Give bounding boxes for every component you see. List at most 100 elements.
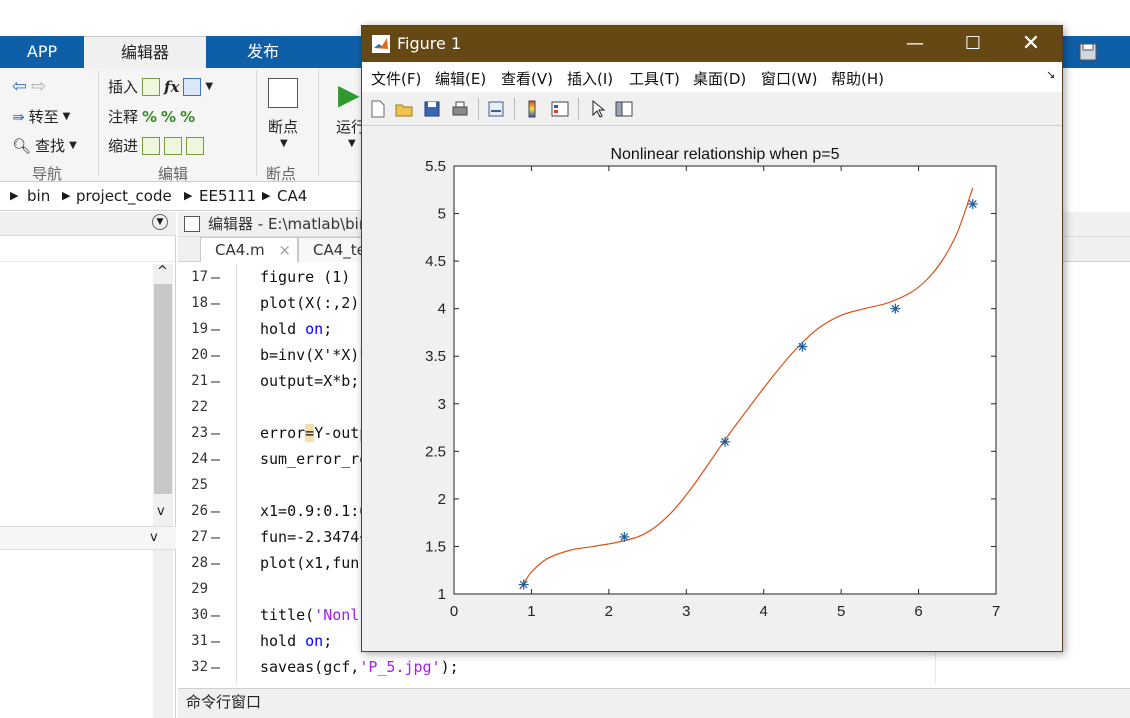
smart-indent-icon[interactable]	[142, 136, 161, 155]
scroll-down-icon[interactable]: v	[157, 504, 165, 519]
breakpoint-marker[interactable]: —	[211, 450, 221, 468]
insert-button[interactable]: 插入 fx ▼	[108, 76, 213, 97]
tab-editor[interactable]: 编辑器	[84, 36, 206, 68]
close-icon[interactable]: ×	[278, 241, 291, 259]
code-line[interactable]: 31— hold on;	[178, 628, 936, 654]
comment-icon[interactable]: %	[142, 107, 158, 126]
code-line[interactable]: 32— saveas(gcf,'P_5.jpg');	[178, 654, 936, 680]
panel-menu-icon[interactable]: ▼	[152, 214, 168, 230]
save-icon[interactable]	[1062, 36, 1130, 68]
code-line[interactable]: 17— figure (1)	[178, 264, 936, 290]
breakpoint-marker[interactable]: —	[211, 268, 221, 286]
string-literal: 'Nonl	[314, 606, 360, 624]
find-button[interactable]: 🔍︎ 查找 ▼	[12, 135, 77, 156]
code-line[interactable]: 26— x1=0.9:0.1:6	[178, 498, 936, 524]
code-line[interactable]: 20— b=inv(X'*X)*	[178, 342, 936, 368]
code-line[interactable]: 18— plot(X(:,2),	[178, 290, 936, 316]
link-plot-icon[interactable]	[486, 99, 506, 119]
legend-icon[interactable]	[550, 99, 570, 119]
code-line[interactable]: 27— fun=-2.3474+	[178, 524, 936, 550]
uncomment-icon[interactable]: %	[161, 107, 177, 126]
chevron-down-icon[interactable]: ▼	[348, 138, 356, 149]
menu-file[interactable]: 文件(F)	[371, 70, 422, 88]
dock-arrow-icon[interactable]: ↘	[1046, 68, 1056, 81]
breakpoint-marker[interactable]: —	[211, 632, 221, 650]
breakpoint-marker[interactable]: —	[211, 606, 221, 624]
breadcrumb-item[interactable]: bin	[27, 187, 51, 205]
open-file-icon[interactable]	[394, 99, 414, 119]
breakpoint-marker[interactable]: —	[211, 372, 221, 390]
forward-arrow-icon[interactable]: ⇨	[31, 76, 47, 97]
chevron-down-icon[interactable]: ▼	[280, 138, 288, 149]
goto-button[interactable]: ⇛ 转至 ▼	[12, 106, 70, 127]
back-arrow-icon[interactable]: ⇦	[12, 76, 28, 97]
breakpoint-marker[interactable]: —	[211, 424, 221, 442]
code-line[interactable]: 24— sum_error_re	[178, 446, 936, 472]
scroll-up-icon[interactable]: ^	[157, 264, 168, 279]
insert-section-icon[interactable]	[142, 77, 161, 96]
separator	[318, 70, 319, 176]
line-number: 30	[191, 607, 208, 623]
details-panel-header[interactable]: v	[0, 526, 176, 550]
fx-icon[interactable]: fx	[164, 77, 180, 96]
tab-app[interactable]: APP	[26, 42, 58, 61]
chart[interactable]: Nonlinear relationship when p=50 1 2 3 4 5 6 71…	[362, 127, 1062, 651]
run-button[interactable]: 运行	[336, 118, 367, 136]
code-line[interactable]: 25	[178, 472, 936, 498]
decrease-indent-icon[interactable]	[186, 136, 205, 155]
new-figure-icon[interactable]	[368, 99, 388, 119]
figure-title-bar[interactable]: Figure 1 — ☐ ✕	[362, 26, 1062, 62]
breadcrumb-item[interactable]: EE5111	[199, 187, 257, 205]
chevron-down-icon[interactable]: v	[150, 530, 158, 545]
scrollbar[interactable]: ^ v	[153, 264, 173, 718]
code-text: error=Y-outp	[260, 424, 369, 442]
run-icon[interactable]: ▶	[338, 78, 360, 111]
menu-edit[interactable]: 编辑(E)	[435, 70, 487, 88]
menu-tools[interactable]: 工具(T)	[629, 70, 680, 88]
breakpoint-marker[interactable]: —	[211, 502, 221, 520]
increase-indent-icon[interactable]	[164, 136, 183, 155]
list-item[interactable]	[0, 236, 176, 262]
menu-view[interactable]: 查看(V)	[501, 70, 553, 88]
print-icon[interactable]	[450, 99, 470, 119]
breakpoint-marker[interactable]: —	[211, 346, 221, 364]
code-line[interactable]: 23— error=Y-outp	[178, 420, 936, 446]
chevron-down-icon[interactable]: ▼	[205, 81, 214, 92]
wrap-comment-icon[interactable]: %	[180, 107, 196, 126]
code-line[interactable]: 30— title('Nonl	[178, 602, 936, 628]
insert-function-icon[interactable]	[183, 77, 202, 96]
menu-desktop[interactable]: 桌面(D)	[693, 70, 747, 88]
code-line[interactable]: 21— output=X*b;	[178, 368, 936, 394]
code-line[interactable]: 19— hold on;	[178, 316, 936, 342]
breakpoint-marker[interactable]: —	[211, 320, 221, 338]
minimize-icon[interactable]: —	[906, 33, 924, 54]
colorbar-icon[interactable]	[522, 99, 542, 119]
back-forward-buttons[interactable]: ⇦ ⇨	[12, 76, 46, 97]
save-icon[interactable]	[422, 99, 442, 119]
breakpoint-marker[interactable]: —	[211, 554, 221, 572]
command-window-header[interactable]: 命令行窗口	[178, 688, 1130, 718]
file-tab-ca4[interactable]: CA4.m ×	[200, 237, 298, 262]
indent-button[interactable]: 缩进	[108, 135, 205, 156]
tab-publish[interactable]: 发布	[246, 42, 279, 61]
comment-button[interactable]: 注释 % % %	[108, 106, 195, 127]
menu-window[interactable]: 窗口(W)	[761, 70, 818, 88]
breakpoint-marker[interactable]: —	[211, 658, 221, 676]
breakpoint-marker[interactable]: —	[211, 528, 221, 546]
close-icon[interactable]: ✕	[1021, 31, 1041, 56]
code-line[interactable]: 22	[178, 394, 936, 420]
breakpoint-button[interactable]: 断点	[268, 118, 299, 136]
breakpoint-marker[interactable]: —	[211, 294, 221, 312]
menu-insert[interactable]: 插入(I)	[567, 70, 614, 88]
code-line[interactable]: 29	[178, 576, 936, 602]
menu-help[interactable]: 帮助(H)	[831, 70, 884, 88]
breadcrumb-item[interactable]: project_code	[76, 187, 172, 205]
code-line[interactable]: 28— plot(x1,fun)	[178, 550, 936, 576]
property-editor-icon[interactable]	[614, 99, 634, 119]
breadcrumb-item[interactable]: CA4	[277, 187, 308, 205]
breakpoint-icon[interactable]	[268, 78, 298, 108]
maximize-icon[interactable]: ☐	[964, 33, 982, 54]
pointer-icon[interactable]	[588, 99, 608, 119]
scrollbar-thumb[interactable]	[154, 284, 172, 494]
